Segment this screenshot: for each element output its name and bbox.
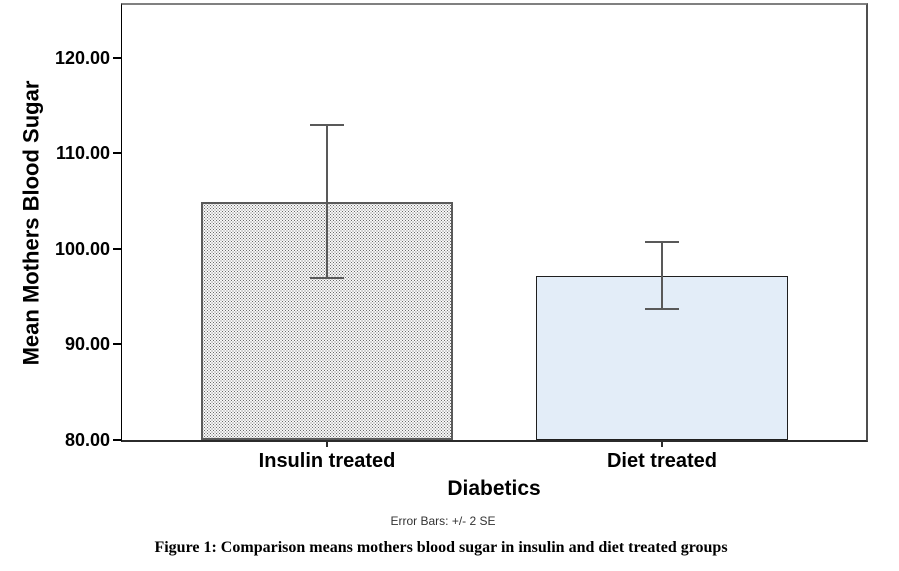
error-bar-line-diet-treated bbox=[660, 242, 663, 310]
x-axis-title: Diabetics bbox=[447, 477, 541, 500]
y-axis-title: Mean Mothers Blood Sugar bbox=[8, 5, 54, 440]
error-bar-cap-upper-diet-treated bbox=[644, 241, 679, 244]
y-tick-mark bbox=[113, 152, 121, 155]
y-tick-mark bbox=[113, 56, 121, 59]
error-bar-cap-lower-insulin-treated bbox=[310, 277, 345, 280]
error-bar-line-insulin-treated bbox=[326, 125, 329, 279]
x-tick-mark-diet-treated bbox=[660, 442, 663, 447]
y-tick-mark bbox=[113, 439, 121, 441]
y-tick-mark bbox=[113, 343, 121, 346]
y-tick-label: 100.00 bbox=[54, 238, 110, 259]
y-tick-label: 110.00 bbox=[55, 143, 110, 164]
x-category-label-diet-treated: Diet treated bbox=[606, 450, 717, 472]
y-tick-mark bbox=[113, 247, 121, 250]
x-tick-mark-insulin-treated bbox=[326, 442, 329, 447]
y-tick-label: 120.00 bbox=[54, 47, 110, 68]
y-axis-title-text: Mean Mothers Blood Sugar bbox=[18, 80, 44, 365]
error-bar-cap-upper-insulin-treated bbox=[310, 124, 345, 127]
figure-caption: Figure 1: Comparison means mothers blood… bbox=[154, 539, 728, 556]
error-bar-cap-lower-diet-treated bbox=[644, 308, 679, 311]
x-category-label-insulin-treated: Insulin treated bbox=[258, 450, 396, 472]
y-tick-label: 90.00 bbox=[64, 334, 110, 355]
error-bars-footnote: Error Bars: +/- 2 SE bbox=[390, 514, 496, 528]
y-tick-label: 80.00 bbox=[64, 430, 110, 450]
